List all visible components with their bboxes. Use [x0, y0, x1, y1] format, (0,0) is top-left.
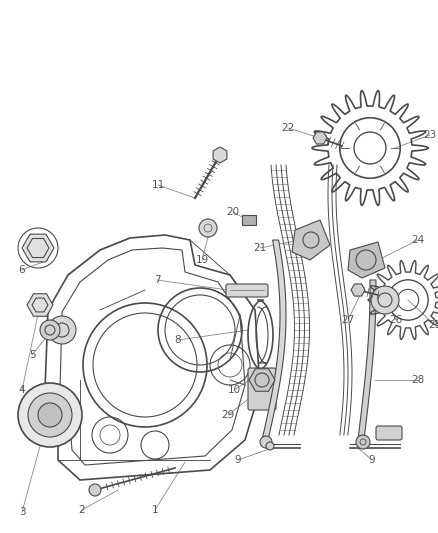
Text: 7: 7 [154, 275, 160, 285]
Text: 9: 9 [235, 455, 241, 465]
Bar [242, 215, 256, 225]
Text: 28: 28 [411, 375, 424, 385]
Circle shape [48, 316, 76, 344]
Text: 21: 21 [253, 243, 267, 253]
Text: 25: 25 [428, 320, 438, 330]
Circle shape [38, 403, 62, 427]
Text: 29: 29 [221, 410, 235, 420]
Circle shape [199, 219, 217, 237]
Text: 1: 1 [152, 505, 158, 515]
Polygon shape [22, 234, 54, 262]
Text: 26: 26 [389, 315, 403, 325]
Circle shape [266, 442, 274, 450]
Polygon shape [292, 220, 330, 260]
Circle shape [28, 393, 72, 437]
Text: 20: 20 [226, 207, 240, 217]
Text: 4: 4 [19, 385, 25, 395]
FancyBboxPatch shape [226, 284, 268, 297]
Text: 24: 24 [411, 235, 424, 245]
Text: 6: 6 [19, 265, 25, 275]
Polygon shape [32, 298, 48, 312]
FancyBboxPatch shape [248, 368, 276, 410]
FancyBboxPatch shape [376, 426, 402, 440]
Text: 9: 9 [369, 455, 375, 465]
Text: 8: 8 [175, 335, 181, 345]
Polygon shape [313, 132, 327, 144]
Polygon shape [213, 147, 227, 163]
Text: 10: 10 [227, 385, 240, 395]
Text: 22: 22 [281, 123, 295, 133]
Text: 5: 5 [28, 350, 35, 360]
Circle shape [356, 435, 370, 449]
Text: 3: 3 [19, 507, 25, 517]
Polygon shape [262, 240, 286, 440]
Polygon shape [249, 369, 275, 391]
Text: 2: 2 [79, 505, 85, 515]
Circle shape [18, 383, 82, 447]
Circle shape [40, 320, 60, 340]
Circle shape [89, 484, 101, 496]
Text: 11: 11 [152, 180, 165, 190]
Polygon shape [348, 242, 385, 278]
Polygon shape [358, 280, 376, 440]
Text: 27: 27 [341, 315, 355, 325]
Polygon shape [27, 294, 53, 316]
Polygon shape [351, 284, 365, 296]
Text: 19: 19 [195, 255, 208, 265]
Circle shape [260, 436, 272, 448]
Circle shape [371, 286, 399, 314]
Text: 23: 23 [424, 130, 437, 140]
